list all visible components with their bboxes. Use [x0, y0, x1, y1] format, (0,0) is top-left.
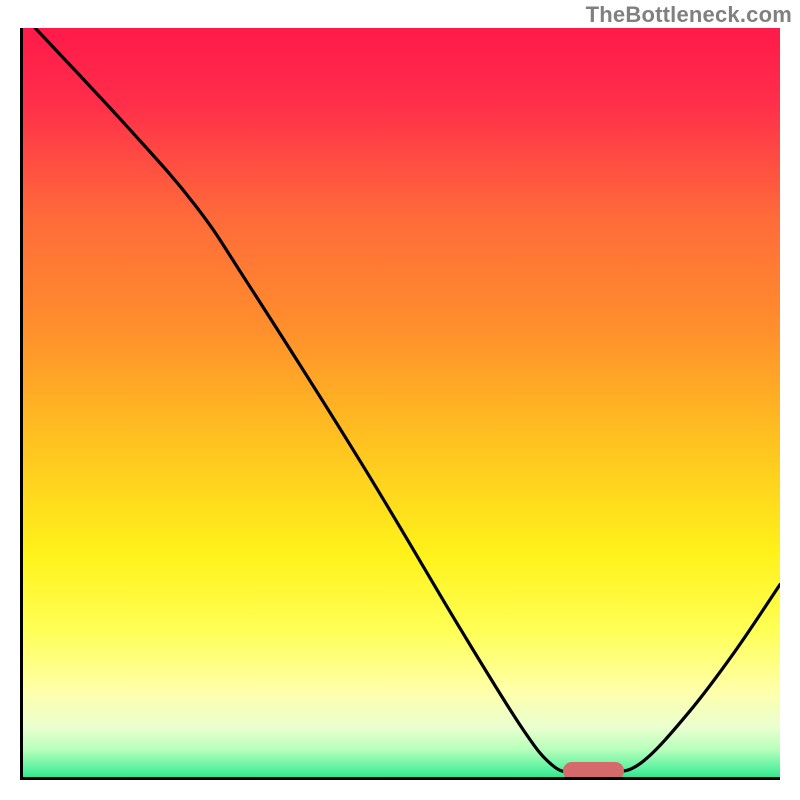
chart-plot-area: [20, 28, 780, 780]
y-axis-line: [20, 28, 23, 780]
watermark-text: TheBottleneck.com: [586, 2, 792, 28]
x-axis-line: [20, 777, 780, 780]
chart-curve: [20, 28, 780, 780]
